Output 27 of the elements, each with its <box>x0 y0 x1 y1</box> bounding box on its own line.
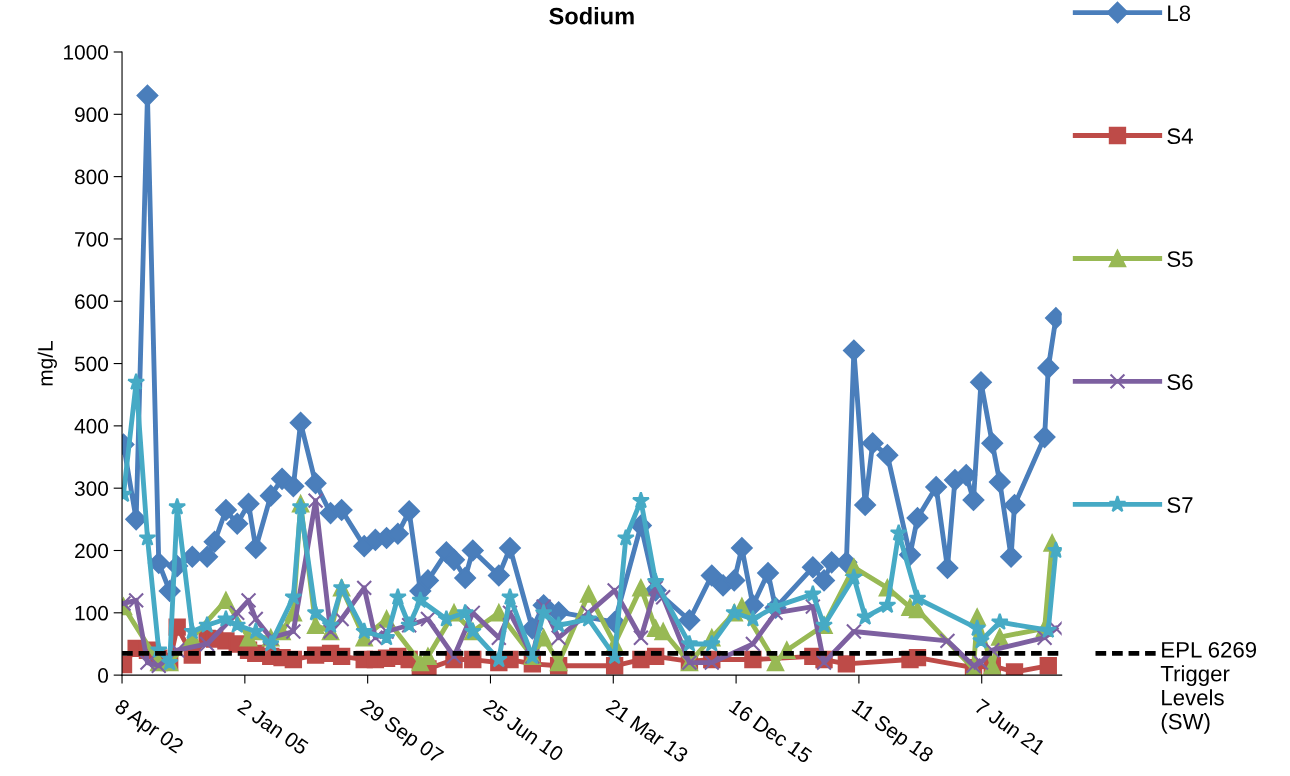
legend-label: S4 <box>1167 128 1193 145</box>
y-axis-title: mg/L <box>37 341 57 386</box>
chart-title: Sodium <box>549 7 634 25</box>
legend-label: EPL 6269 Trigger Levels (SW) <box>1160 641 1257 734</box>
y-tick-label: 100 <box>75 605 109 621</box>
legend-label: S5 <box>1167 251 1193 267</box>
y-tick-label: 700 <box>75 231 109 247</box>
y-tick-label: 500 <box>74 356 109 372</box>
x-tick-label: 7 Jun 21 <box>973 698 1047 756</box>
x-tick-label: 25 Jun 10 <box>482 698 565 762</box>
x-tick-label: 2 Jan 05 <box>236 698 310 756</box>
x-tick-label: 29 Sep 07 <box>357 698 445 768</box>
x-tick-label: 21 Mar 13 <box>605 698 690 764</box>
x-tick-label: 16 Dec 15 <box>728 698 813 764</box>
y-tick-label: 900 <box>75 107 109 123</box>
legend-label: S7 <box>1167 497 1193 513</box>
x-tick-label: 11 Sep 18 <box>849 698 935 767</box>
y-tick-label: 200 <box>75 543 109 559</box>
legend-label: L8 <box>1168 5 1191 22</box>
y-tick-label: 300 <box>74 481 109 496</box>
y-tick-label: 600 <box>75 294 109 309</box>
x-tick-label: 8 Apr 02 <box>111 698 185 758</box>
y-tick-label: 800 <box>74 169 109 185</box>
y-tick-label: 0 <box>98 668 109 683</box>
legend-label: S6 <box>1167 374 1193 390</box>
y-tick-label: 400 <box>74 418 109 434</box>
y-tick-label: 1000 <box>64 44 109 60</box>
